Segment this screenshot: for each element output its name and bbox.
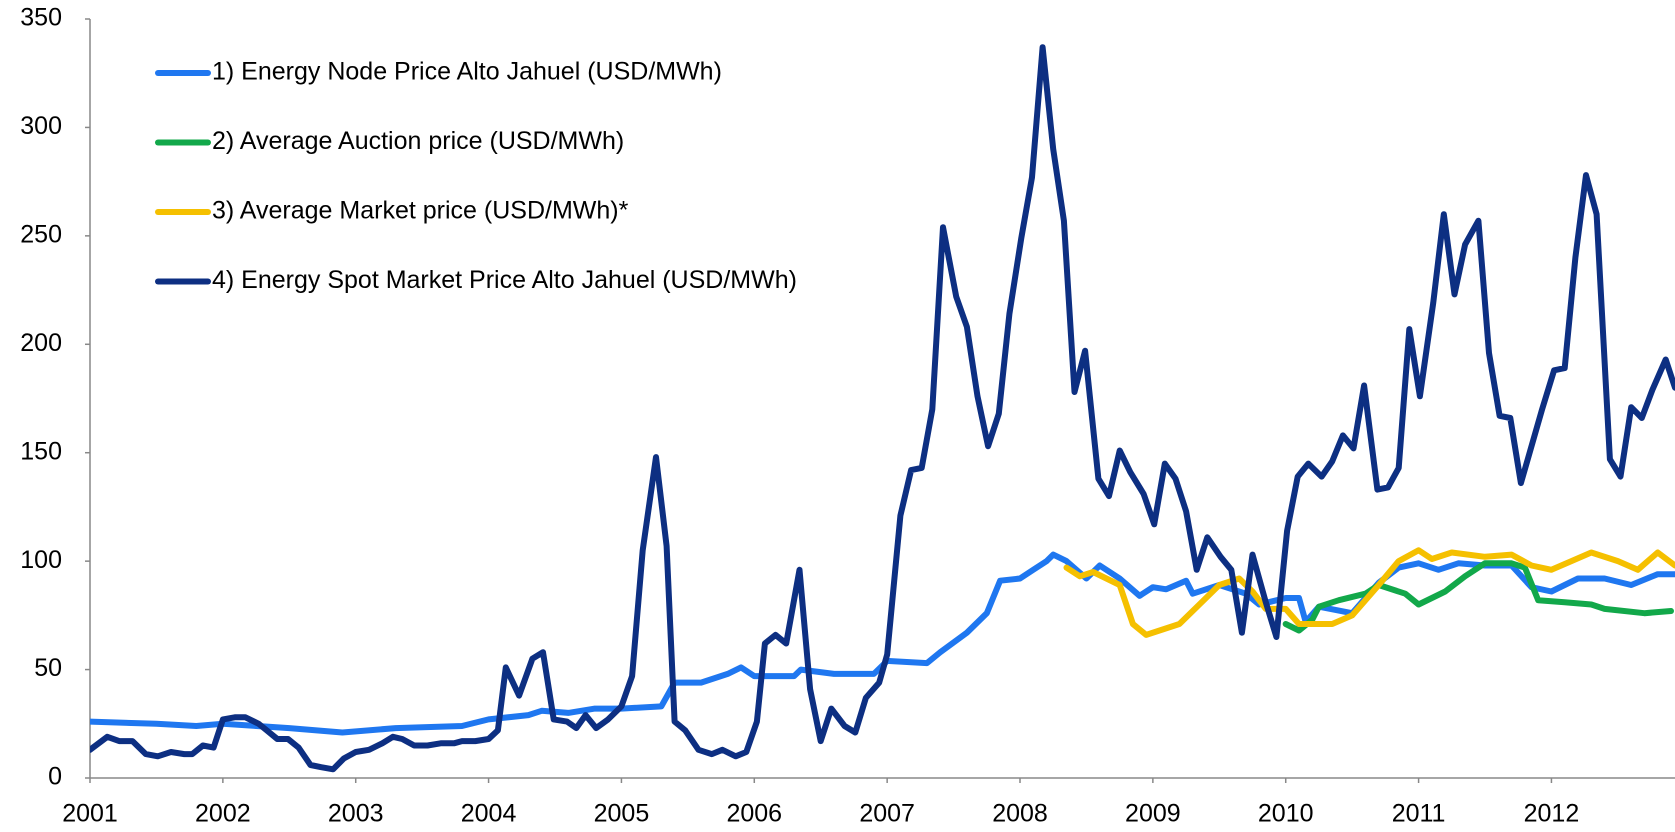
x-tick-label: 2005 [594, 800, 650, 828]
series-line [1063, 547, 1675, 638]
x-tick-label: 2012 [1524, 800, 1580, 828]
x-tick-label: 2007 [859, 800, 915, 828]
series-line [1282, 560, 1674, 634]
legend-label: 1) Energy Node Price Alto Jahuel (USD/MW… [212, 58, 722, 86]
series-line [90, 551, 1675, 736]
y-tick-label: 300 [20, 112, 62, 140]
y-tick-label: 350 [20, 4, 62, 32]
x-tick-label: 2008 [992, 800, 1048, 828]
y-tick-label: 250 [20, 220, 62, 248]
x-tick-label: 2011 [1392, 800, 1446, 828]
y-tick-label: 200 [20, 329, 62, 357]
y-tick-label: 100 [20, 546, 62, 574]
x-tick-label: 2004 [461, 800, 517, 828]
y-tick-label: 0 [48, 763, 62, 791]
x-tick-label: 2010 [1258, 800, 1314, 828]
legend-label: 2) Average Auction price (USD/MWh) [212, 127, 624, 155]
legend-label: 4) Energy Spot Market Price Alto Jahuel … [212, 266, 797, 294]
x-tick-label: 2006 [726, 800, 782, 828]
x-tick-label: 2003 [328, 800, 384, 828]
series-line [90, 44, 1675, 773]
legend-label: 3) Average Market price (USD/MWh)* [212, 197, 629, 225]
x-tick-label: 2001 [62, 800, 118, 828]
y-tick-label: 150 [20, 437, 62, 465]
x-tick-label: 2002 [195, 800, 251, 828]
x-tick-label: 2009 [1125, 800, 1181, 828]
y-tick-label: 50 [34, 654, 62, 682]
plot-area [90, 44, 1675, 773]
